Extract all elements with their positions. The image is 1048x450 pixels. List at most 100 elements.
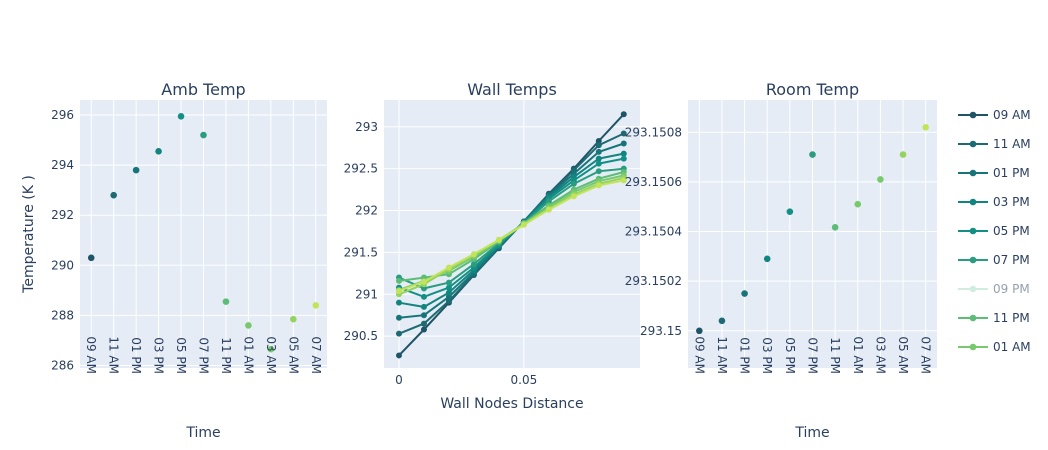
series-point: [595, 155, 602, 162]
legend-marker-swatch: [969, 256, 977, 264]
series-point: [595, 168, 602, 175]
legend-marker-swatch: [969, 111, 977, 119]
series-point: [570, 180, 577, 187]
y-tick-label: 293.1506: [625, 175, 682, 189]
y-tick-label: 292.5: [344, 162, 378, 176]
legend-marker-swatch: [969, 169, 977, 177]
legend-item: 09 PM: [958, 282, 1030, 296]
wall-temps-title: Wall Temps: [467, 80, 557, 99]
series-point: [470, 251, 477, 258]
data-point: [132, 166, 140, 174]
series-point: [420, 303, 427, 310]
data-point: [809, 151, 816, 158]
legend-marker-swatch: [969, 285, 977, 293]
series-point: [595, 182, 602, 189]
series-line: [398, 179, 624, 292]
legend-item: 05 PM: [958, 224, 1030, 238]
series-point: [445, 289, 452, 296]
x-tick-label: 0: [395, 373, 403, 387]
room-temp-markers: [696, 123, 929, 335]
y-tick-label: 296: [51, 108, 74, 122]
x-tick-label: 11 AM: [715, 336, 729, 374]
amb-temp-x-axis-title: Time: [185, 425, 220, 441]
series-point: [395, 287, 402, 294]
x-tick-label: 11 AM: [107, 336, 121, 374]
y-tick-label: 293.1508: [625, 125, 682, 139]
legend-label: 11 AM: [993, 137, 1031, 151]
y-tick-label: 290.5: [344, 329, 378, 343]
data-point: [877, 176, 884, 183]
x-tick-label: 03 AM: [873, 336, 887, 374]
legend-label: 05 PM: [993, 224, 1030, 238]
series-point: [445, 264, 452, 271]
wall-temps-tick-labels: 290.5 291 291.5 292 292.5 293 0 0.05: [344, 120, 538, 387]
room-temp-gridlines: [688, 100, 937, 368]
room-temp-tick-labels: 293.15 293.1502 293.1504 293.1506 293.1508 09…: [625, 125, 933, 374]
data-point: [222, 298, 230, 305]
data-point: [155, 148, 162, 155]
data-point: [696, 327, 703, 335]
y-tick-label: 293: [355, 120, 378, 134]
series-point: [595, 138, 602, 145]
x-tick-label: 03 PM: [760, 337, 774, 374]
series-point: [620, 177, 627, 184]
legend-item: 11 AM: [958, 137, 1031, 151]
series-point: [545, 206, 552, 213]
x-tick-label: 09 AM: [692, 336, 706, 374]
legend-label: 09 PM: [993, 282, 1030, 296]
data-point: [854, 200, 862, 208]
series-point: [445, 284, 452, 291]
amb-temp-panel: 286 288 290 292 294 296 09 AM 11 AM 01 PM 03 PM 05…: [21, 80, 327, 441]
series-point: [420, 326, 427, 333]
y-tick-label: 293.15: [640, 324, 682, 338]
legend-marker-swatch: [969, 198, 977, 206]
series-point: [395, 314, 402, 321]
y-tick-label: 290: [51, 258, 74, 272]
y-tick-label: 293.1502: [625, 274, 682, 288]
series-point: [620, 155, 627, 162]
series-point: [395, 299, 402, 306]
series-point: [470, 261, 477, 268]
legend-marker-swatch: [969, 227, 977, 235]
wall-temps-panel: 290.5 291 291.5 292 292.5 293 0 0.05 Wall Temps…: [344, 80, 640, 412]
room-temp-x-axis-title: Time: [794, 425, 829, 441]
x-tick-label: 11 PM: [828, 337, 842, 374]
x-tick-label: 01 PM: [738, 337, 752, 374]
legend: 09 AM 11 AM 01 PM 03 PM 05 PM 07 PM 09 PM 11 PM…: [958, 108, 1031, 354]
x-tick-label: 05 PM: [783, 337, 797, 374]
data-point: [87, 254, 95, 262]
data-point: [786, 208, 794, 215]
x-tick-label: 07 AM: [919, 336, 933, 374]
series-point: [620, 140, 627, 147]
legend-item: 07 PM: [958, 253, 1030, 267]
series-point: [620, 150, 627, 157]
legend-marker-swatch: [969, 140, 977, 148]
y-tick-label: 292: [51, 208, 74, 222]
x-tick-label: 05 AM: [896, 336, 910, 374]
data-point: [741, 290, 748, 297]
data-point: [245, 322, 252, 329]
data-point: [312, 302, 320, 309]
wall-temps-x-axis-title: Wall Nodes Distance: [440, 396, 583, 412]
series-point: [445, 293, 452, 300]
y-tick-label: 294: [51, 158, 74, 172]
series-point: [570, 193, 577, 200]
x-tick-label: 05 PM: [174, 337, 188, 374]
series-point: [545, 198, 552, 205]
data-point: [899, 151, 907, 158]
legend-label: 03 PM: [993, 195, 1030, 209]
y-tick-label: 293.1504: [625, 225, 682, 239]
series-point: [520, 221, 527, 228]
series-point: [595, 160, 602, 167]
legend-marker-swatch: [969, 343, 977, 351]
data-point: [200, 131, 207, 139]
x-tick-label: 0.05: [511, 373, 538, 387]
series-point: [595, 142, 602, 149]
data-point: [290, 315, 297, 323]
y-tick-label: 292: [355, 204, 378, 218]
x-tick-label: 11 PM: [219, 337, 233, 374]
x-tick-label: 09 AM: [84, 336, 98, 374]
legend-label: 09 AM: [993, 108, 1031, 122]
legend-label: 01 PM: [993, 166, 1030, 180]
legend-item: 03 PM: [958, 195, 1030, 209]
